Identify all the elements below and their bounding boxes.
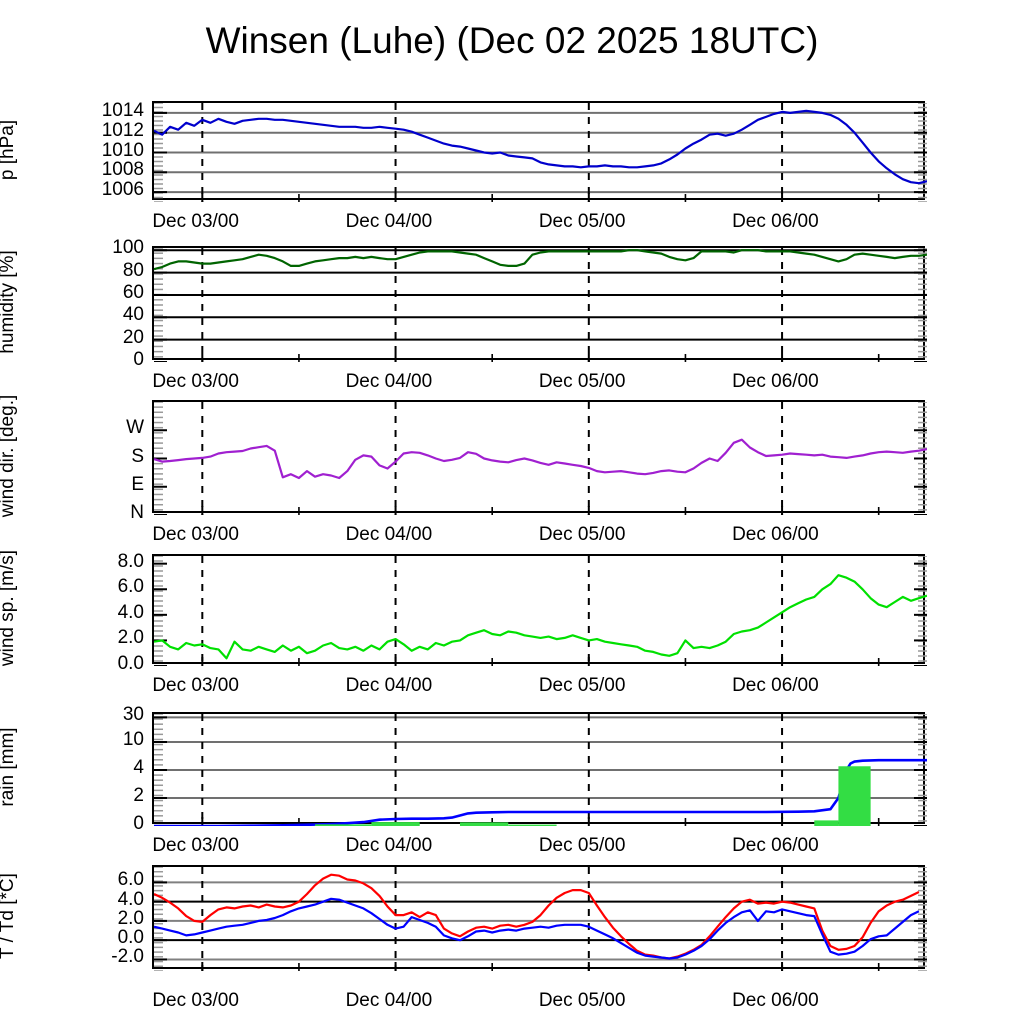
panel-rain: rain [mm] 0 2 4 10 30 Dec 03/00 Dec 04/00 Dec 05… <box>0 705 1024 864</box>
plot-area-humidity <box>152 246 927 362</box>
xtick-label-humidity-0: Dec 03/00 <box>152 371 239 392</box>
ytick-pressure-4: 1014 <box>101 99 144 121</box>
xtick-label-wind_dir-2: Dec 05/00 <box>538 524 626 545</box>
series-pressure-0 <box>154 109 927 185</box>
ytick-rain-1: 2 <box>133 785 144 806</box>
ytick-wind_speed-3: 6.0 <box>117 576 144 598</box>
xtick-label-temperature-1: Dec 04/00 <box>345 990 433 1011</box>
rain-bar-4 <box>814 820 839 826</box>
xtick-label-pressure-1: Dec 04/00 <box>345 211 433 232</box>
xtick-label-wind_speed-0: Dec 03/00 <box>152 675 239 696</box>
series-temperature-1 <box>154 897 920 960</box>
xtick-label-wind_speed-1: Dec 04/00 <box>345 675 433 696</box>
xtick-label-pressure-2: Dec 05/00 <box>538 211 626 232</box>
ytick-temperature-2: 2.0 <box>117 907 144 929</box>
ytick-rain-0: 0 <box>133 813 144 834</box>
plot-area-wind_speed <box>152 554 927 666</box>
xtick-label-rain-0: Dec 03/00 <box>152 835 239 856</box>
ytick-wind_dir-3: W <box>126 417 144 439</box>
rain-bar-0 <box>315 824 372 826</box>
rain-bar-3 <box>508 824 557 826</box>
xtick-label-wind_dir-3: Dec 06/00 <box>732 524 819 545</box>
ytick-humidity-3: 60 <box>122 281 144 303</box>
plot-area-temperature <box>152 865 927 971</box>
series-humidity-0 <box>154 249 927 271</box>
ytick-pressure-2: 1010 <box>101 139 144 161</box>
xtick-label-wind_dir-1: Dec 04/00 <box>345 524 433 545</box>
page-title: Winsen (Luhe) (Dec 02 2025 18UTC) <box>205 20 819 61</box>
ytick-rain-2: 4 <box>133 757 144 778</box>
xtick-label-humidity-3: Dec 06/00 <box>732 371 819 392</box>
ytick-wind_speed-1: 2.0 <box>117 627 144 649</box>
plot-area-rain <box>152 712 927 826</box>
xtick-label-humidity-1: Dec 04/00 <box>345 371 433 392</box>
ytick-wind_speed-2: 4.0 <box>117 601 144 623</box>
xtick-label-temperature-0: Dec 03/00 <box>152 990 239 1011</box>
xtick-label-temperature-2: Dec 05/00 <box>538 990 626 1011</box>
series-temperature-0 <box>154 873 920 960</box>
ytick-rain-3: 10 <box>122 729 144 750</box>
ytick-temperature-3: 4.0 <box>117 888 144 910</box>
ytick-humidity-1: 20 <box>122 326 144 348</box>
xtick-label-rain-3: Dec 06/00 <box>732 835 819 856</box>
ytick-wind_speed-0: 0.0 <box>117 653 144 674</box>
panel-wind_dir: wind dir. [deg.] N E S W Dec 03/00 Dec 04/00 De… <box>0 394 1024 553</box>
plot-area-pressure <box>152 101 927 202</box>
series-wind_dir-0 <box>154 438 927 480</box>
ytick-temperature-1: 0.0 <box>117 927 144 949</box>
xtick-label-wind_dir-0: Dec 03/00 <box>152 524 239 545</box>
xtick-label-temperature-3: Dec 06/00 <box>732 990 819 1011</box>
ytick-rain-4: 30 <box>122 704 144 726</box>
ytick-wind_dir-2: S <box>131 445 144 467</box>
ytick-temperature-4: 6.0 <box>117 869 144 891</box>
ytick-pressure-0: 1006 <box>101 179 144 201</box>
panel-humidity: humidity [%] 0 20 40 60 80 100 Dec 03/00 Dec 04/… <box>0 238 1024 400</box>
rain-bar-1 <box>371 822 420 826</box>
series-wind_speed-0 <box>154 574 927 660</box>
plot-area-wind_dir <box>152 400 927 515</box>
xtick-label-wind_speed-3: Dec 06/00 <box>732 675 819 696</box>
ytick-humidity-5: 100 <box>112 237 144 259</box>
xtick-label-humidity-2: Dec 05/00 <box>538 371 626 392</box>
ytick-wind_dir-1: E <box>131 473 144 495</box>
ytick-temperature-0: -2.0 <box>111 946 144 968</box>
ytick-humidity-0: 0 <box>133 349 144 370</box>
rain-bar-5 <box>838 766 871 826</box>
ytick-wind_speed-4: 8.0 <box>117 550 144 572</box>
ytick-humidity-2: 40 <box>122 304 144 326</box>
ytick-wind_dir-0: N <box>130 502 144 523</box>
xtick-label-rain-1: Dec 04/00 <box>345 835 433 856</box>
ytick-pressure-3: 1012 <box>101 119 144 141</box>
xtick-label-rain-2: Dec 05/00 <box>538 835 626 856</box>
ytick-humidity-4: 80 <box>122 259 144 281</box>
xtick-label-pressure-3: Dec 06/00 <box>732 211 819 232</box>
rain-bar-2 <box>459 822 509 826</box>
xtick-label-pressure-0: Dec 03/00 <box>152 211 239 232</box>
panel-wind_speed: wind sp. [m/s] 0.0 2.0 4.0 6.0 8.0 Dec 03/00 De… <box>0 550 1024 704</box>
ytick-pressure-1: 1008 <box>101 159 144 181</box>
xtick-label-wind_speed-2: Dec 05/00 <box>538 675 626 696</box>
